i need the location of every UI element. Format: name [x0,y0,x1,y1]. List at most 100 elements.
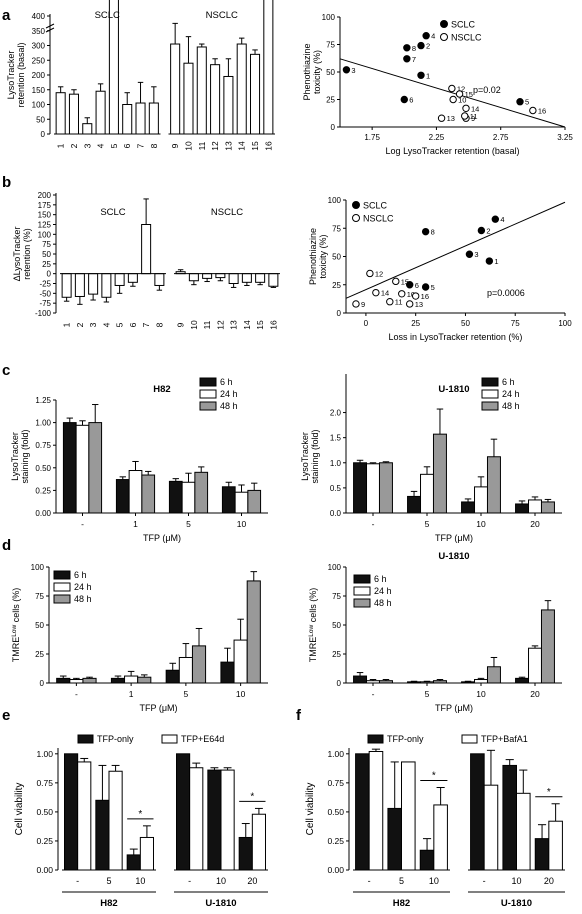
point-13 [406,300,414,308]
x-tick-label: 13 [223,141,233,151]
x-tick-label: 3 [88,322,98,327]
y-axis-label: Cell viability [14,783,25,836]
x-tick-label: - [76,876,79,886]
y-axis-label: ΔLysoTrackerretention (%) [12,227,32,282]
point-label: 13 [415,300,423,309]
y-axis-label-part: cells (%) [11,588,21,625]
bar-14 [241,273,252,283]
bar-1-1 [401,761,416,871]
point-11 [386,298,394,306]
bar-5 [114,273,125,286]
bar-24h-0 [366,680,380,684]
x-tick-label: 10 [511,876,521,886]
y-tick-label: 100 [322,13,336,22]
y-tick-label: 0.25 [35,486,51,495]
bar-11 [202,273,213,279]
bar-48h-3 [247,489,262,514]
bar-6h-0 [62,422,77,514]
y-axis-label-line: staining (fold) [20,429,30,483]
point-10 [398,290,406,298]
y-tick-label: 0.75 [35,441,51,450]
point-label: 12 [457,85,465,94]
x-tick-label: 11 [202,320,212,329]
legend-marker [352,201,360,209]
legend-label: NSCLC [363,214,394,224]
significance-star: * [547,787,551,798]
bar-1 [61,273,72,298]
bar-0-4 [502,764,518,871]
x-tick-label: 7 [141,322,151,327]
bar-13 [228,273,239,284]
bar-0-2 [126,854,141,871]
bar-6h-2 [168,480,183,514]
y-tick-label: 1.0 [330,459,342,468]
bar-1-3 [189,767,204,871]
bar-24h-2 [474,486,488,514]
bar-0-0 [64,753,79,871]
y-axis-label: Cell viability [305,783,316,836]
x-tick-label: 20 [530,689,540,699]
x-tick-label: 8 [149,143,159,148]
p-value: p=0.02 [473,85,501,95]
panel-labels: a b c d e f [2,7,302,724]
y-tick-label: 25 [332,281,341,290]
legend-label: SCLC [451,20,476,30]
point-label: 2 [486,227,490,236]
bar-48h-0 [82,677,97,684]
bar-48h-2 [191,645,207,684]
x-tick-label: 10 [135,876,145,886]
bar-3 [82,123,93,135]
point-15 [392,277,400,286]
x-tick-label: 4 [101,322,111,327]
legend-label: TFP+E64d [181,734,224,744]
bar-0-1 [95,799,110,871]
bar-48h-0 [378,462,393,514]
legend-label: 24 h [374,586,392,596]
significance-star: * [250,791,254,802]
y-axis-label: LysoTrackerstaining (fold) [300,429,320,483]
y-tick-label: 250 [32,56,46,65]
bar-24h-3 [233,639,248,684]
plots: 050100150200250300350400LysoTrackerreten… [6,0,573,909]
legend-swatch [353,598,371,608]
regression-line [339,58,566,128]
x-tick-label: 5 [399,876,404,886]
y-tick-label: 25 [326,96,335,105]
point-11 [461,112,469,120]
bar-0-3 [470,753,485,871]
bar-15 [250,53,261,135]
legend-swatch [367,734,384,744]
point-4 [491,215,500,223]
bar-24h-2 [474,679,488,684]
x-tick-label: 25 [411,319,420,328]
point-12 [366,269,374,278]
bar-6 [127,273,138,283]
bar-24h-1 [420,681,434,684]
point-3 [465,250,474,258]
bar-4 [95,90,106,135]
x-tick-label: 10 [216,876,226,886]
y-tick-label: 150 [38,211,52,220]
bar-2 [68,93,79,135]
point-label: 15 [465,90,473,99]
group-label-u1810: U-1810 [205,898,236,909]
bar-1-4 [516,792,531,871]
point-label: 9 [361,300,365,309]
point-label: 15 [401,277,409,286]
x-tick-label: 1 [62,322,72,327]
bar-6h-0 [353,462,368,514]
bar-6h-1 [115,479,130,514]
bar-1 [55,92,66,135]
x-tick-label: - [483,876,486,886]
point-4 [422,32,430,40]
y-tick-label: -25 [39,280,51,289]
x-tick-label: 10 [476,519,486,529]
point-label: 4 [431,32,435,41]
point-8 [403,44,411,52]
y-tick-label: 50 [326,68,335,77]
bar-48h-1 [432,680,447,684]
point-label: 8 [412,44,416,53]
x-tick-label: 10 [183,141,193,151]
legend: TFP-only TFP+E64d [77,734,224,744]
y-axis-label-line: Phenothiazine [308,228,318,285]
